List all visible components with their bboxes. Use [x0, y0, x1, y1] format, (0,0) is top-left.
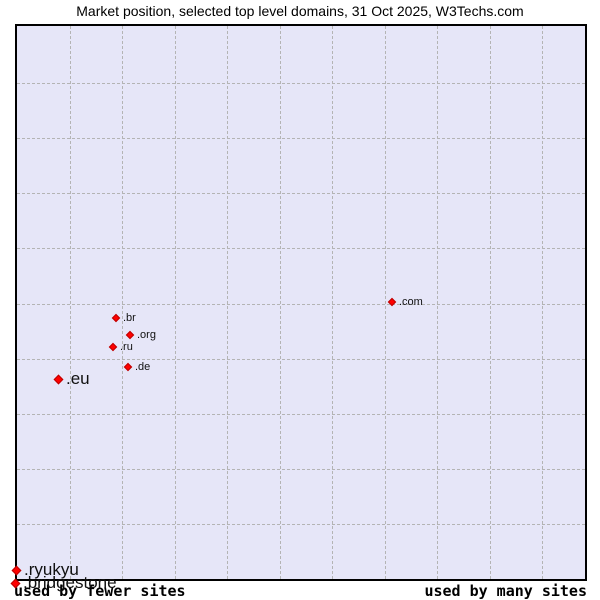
horizontal-gridline: [17, 469, 585, 470]
vertical-gridline: [385, 26, 386, 579]
horizontal-gridline: [17, 359, 585, 360]
vertical-gridline: [490, 26, 491, 579]
vertical-gridline: [280, 26, 281, 579]
x-axis-label-fewer-sites: used by fewer sites: [14, 582, 186, 600]
diamond-marker-icon: [53, 374, 63, 384]
vertical-gridline: [542, 26, 543, 579]
horizontal-gridline: [17, 138, 585, 139]
chart-title: Market position, selected top level doma…: [76, 3, 524, 19]
horizontal-gridline: [17, 414, 585, 415]
point-label: .ryukyu: [24, 560, 79, 579]
vertical-gridline: [70, 26, 71, 579]
horizontal-gridline: [17, 83, 585, 84]
vertical-gridline: [227, 26, 228, 579]
diamond-marker-icon: [111, 313, 121, 323]
x-axis-label-many-sites: used by many sites: [424, 582, 587, 600]
diamond-marker-icon: [387, 297, 397, 307]
diamond-marker-icon: [11, 565, 21, 575]
point-label: .com: [399, 296, 423, 308]
vertical-gridline: [122, 26, 123, 579]
diamond-marker-icon: [108, 342, 118, 352]
point-label: .de: [135, 361, 151, 373]
horizontal-gridline: [17, 524, 585, 525]
vertical-gridline: [437, 26, 438, 579]
vertical-gridline: [332, 26, 333, 579]
horizontal-gridline: [17, 193, 585, 194]
horizontal-gridline: [17, 248, 585, 249]
point-label: .bridgestone: [23, 573, 117, 592]
diamond-marker-icon: [125, 330, 135, 340]
point-label: .org: [137, 329, 156, 341]
diamond-marker-icon: [10, 578, 20, 588]
point-label: .br: [123, 312, 136, 324]
vertical-gridline: [175, 26, 176, 579]
diamond-marker-icon: [123, 362, 133, 372]
plot-area: [15, 24, 587, 581]
point-label: .eu: [66, 369, 90, 388]
point-label: .ru: [120, 341, 133, 353]
horizontal-gridline: [17, 304, 585, 305]
